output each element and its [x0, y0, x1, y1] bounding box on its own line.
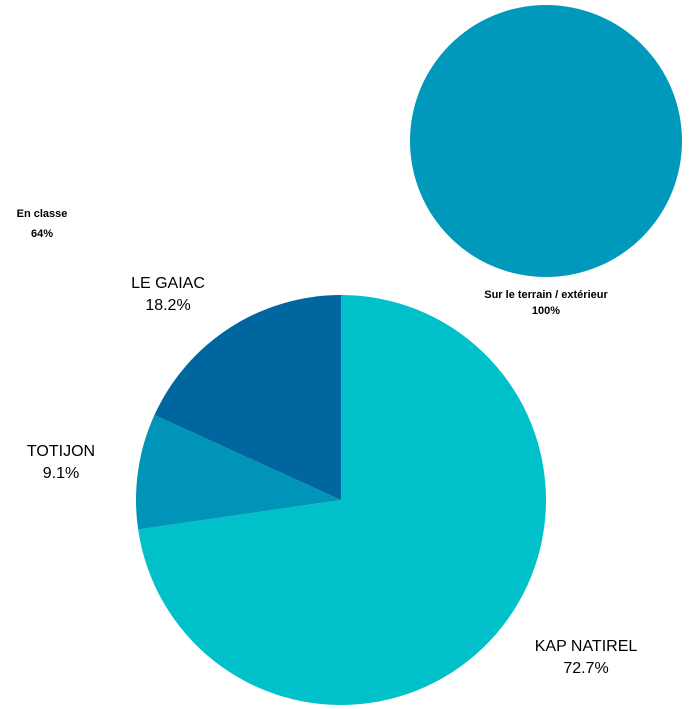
pie-slice	[410, 5, 682, 277]
slice-value: 72.7%	[563, 660, 608, 677]
slice-value: 18.2%	[145, 297, 190, 314]
slice-value: 100%	[532, 305, 560, 317]
slice-label: LE GAIAC	[131, 275, 205, 292]
annotation-value: 64%	[31, 228, 53, 240]
slice-value: 9.1%	[43, 465, 79, 482]
pie-slice	[154, 295, 341, 500]
annotation-label: En classe	[17, 208, 68, 220]
pie-slice	[138, 295, 546, 705]
slice-label: KAP NATIREL	[535, 638, 638, 655]
pie-slice	[136, 415, 341, 530]
slice-label: Sur le terrain / extérieur	[484, 289, 608, 301]
slice-label: TOTIJON	[27, 443, 95, 460]
